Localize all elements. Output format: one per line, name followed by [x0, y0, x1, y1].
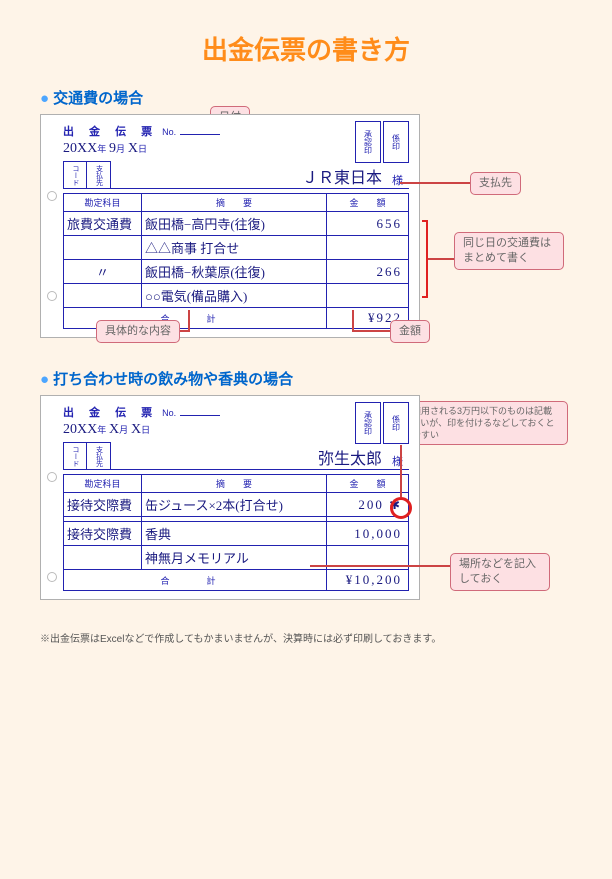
payee2: 弥生太郎 — [318, 445, 382, 469]
paydest-box: 支払先 — [87, 161, 111, 189]
annot-line — [428, 258, 454, 260]
code-box: コード — [63, 442, 87, 470]
slip1-table: 勘定科目 摘 要 金 額 旅費交通費飯田橋−高円寺(往復)656 △△商事 打合… — [63, 193, 409, 329]
code-box: コード — [63, 161, 87, 189]
annot-line — [310, 565, 450, 567]
slip-no-underline — [180, 408, 220, 416]
annot-line — [352, 310, 354, 332]
sama: 様 — [392, 172, 403, 188]
page-title: 出金伝票の書き方 — [40, 30, 572, 67]
annot-amount: 金額 — [390, 320, 430, 343]
red-circle-icon — [390, 497, 412, 519]
hole-icon — [47, 191, 57, 201]
annot-detail: 具体的な内容 — [96, 320, 180, 343]
bullet-icon: ● — [40, 90, 49, 107]
annot-line — [400, 445, 402, 497]
stamp-clerk: 係印 — [383, 121, 409, 163]
footnote: ※出金伝票はExcelなどで作成してもかまいませんが、決算時には必ず印刷しておき… — [40, 630, 572, 645]
payee1: ＪＲ東日本 — [302, 164, 382, 188]
annot-place: 場所などを記入しておく — [450, 553, 550, 591]
slip-no-label: No. — [162, 408, 176, 418]
slip-title: 出 金 伝 票 — [63, 123, 158, 139]
slip-no-underline — [180, 127, 220, 135]
bullet-icon: ● — [40, 371, 49, 388]
hole-icon — [47, 472, 57, 482]
slip-no-label: No. — [162, 127, 176, 137]
slip-title: 出 金 伝 票 — [63, 404, 158, 420]
paydest-box: 支払先 — [87, 442, 111, 470]
annot-sameday: 同じ日の交通費はまとめて書く — [454, 232, 564, 270]
annot-line — [188, 310, 190, 332]
hole-icon — [47, 572, 57, 582]
stamp-clerk: 係印 — [383, 402, 409, 444]
slip1-container: 日付 出 金 伝 票 No. 承認印 係印 20XX年 9月 X日 コード 支払… — [40, 114, 572, 338]
annot-payee: 支払先 — [470, 172, 521, 195]
annot-line — [400, 182, 470, 184]
slip2-table: 勘定科目 摘 要 金 額 接待交際費 缶ジュース×2本(打合せ) 200 ✱ 接… — [63, 474, 409, 591]
code-row: コード 支払先 ＪＲ東日本 様 — [63, 161, 409, 189]
stamp-approve: 承認印 — [355, 402, 381, 444]
code-row: コード 支払先 弥生太郎 様 — [63, 442, 409, 470]
annot-line — [352, 330, 390, 332]
slip2-container: 軽減税率が適用される3万円以下のものは記載しなくてもよいが、印を付けるなどしてお… — [40, 395, 572, 600]
slip2: 出 金 伝 票 No. 承認印 係印 20XX年 X月 X日 コード 支払先 弥… — [40, 395, 420, 600]
slip1: 出 金 伝 票 No. 承認印 係印 20XX年 9月 X日 コード 支払先 Ｊ… — [40, 114, 420, 338]
hole-icon — [47, 291, 57, 301]
stamp-approve: 承認印 — [355, 121, 381, 163]
section1-heading: ●交通費の場合 — [40, 87, 572, 108]
section2-heading: ●打ち合わせ時の飲み物や香典の場合 — [40, 368, 572, 389]
